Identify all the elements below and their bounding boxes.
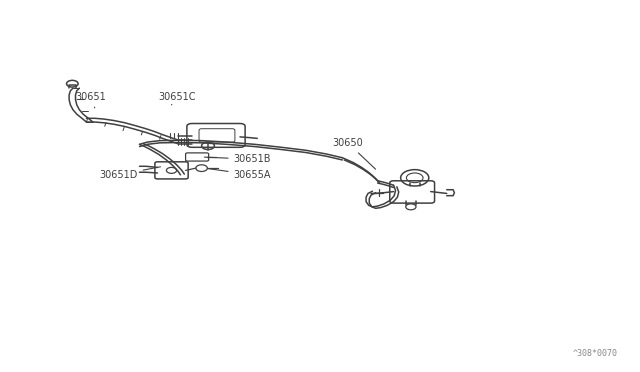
Text: 30651D: 30651D: [99, 167, 161, 180]
Text: 30655A: 30655A: [207, 169, 271, 180]
Text: 30651C: 30651C: [159, 92, 196, 105]
Text: ^308*0070: ^308*0070: [573, 349, 618, 358]
Text: 30651: 30651: [76, 92, 106, 108]
Text: 30650: 30650: [333, 138, 376, 169]
Text: 30651B: 30651B: [204, 154, 271, 164]
